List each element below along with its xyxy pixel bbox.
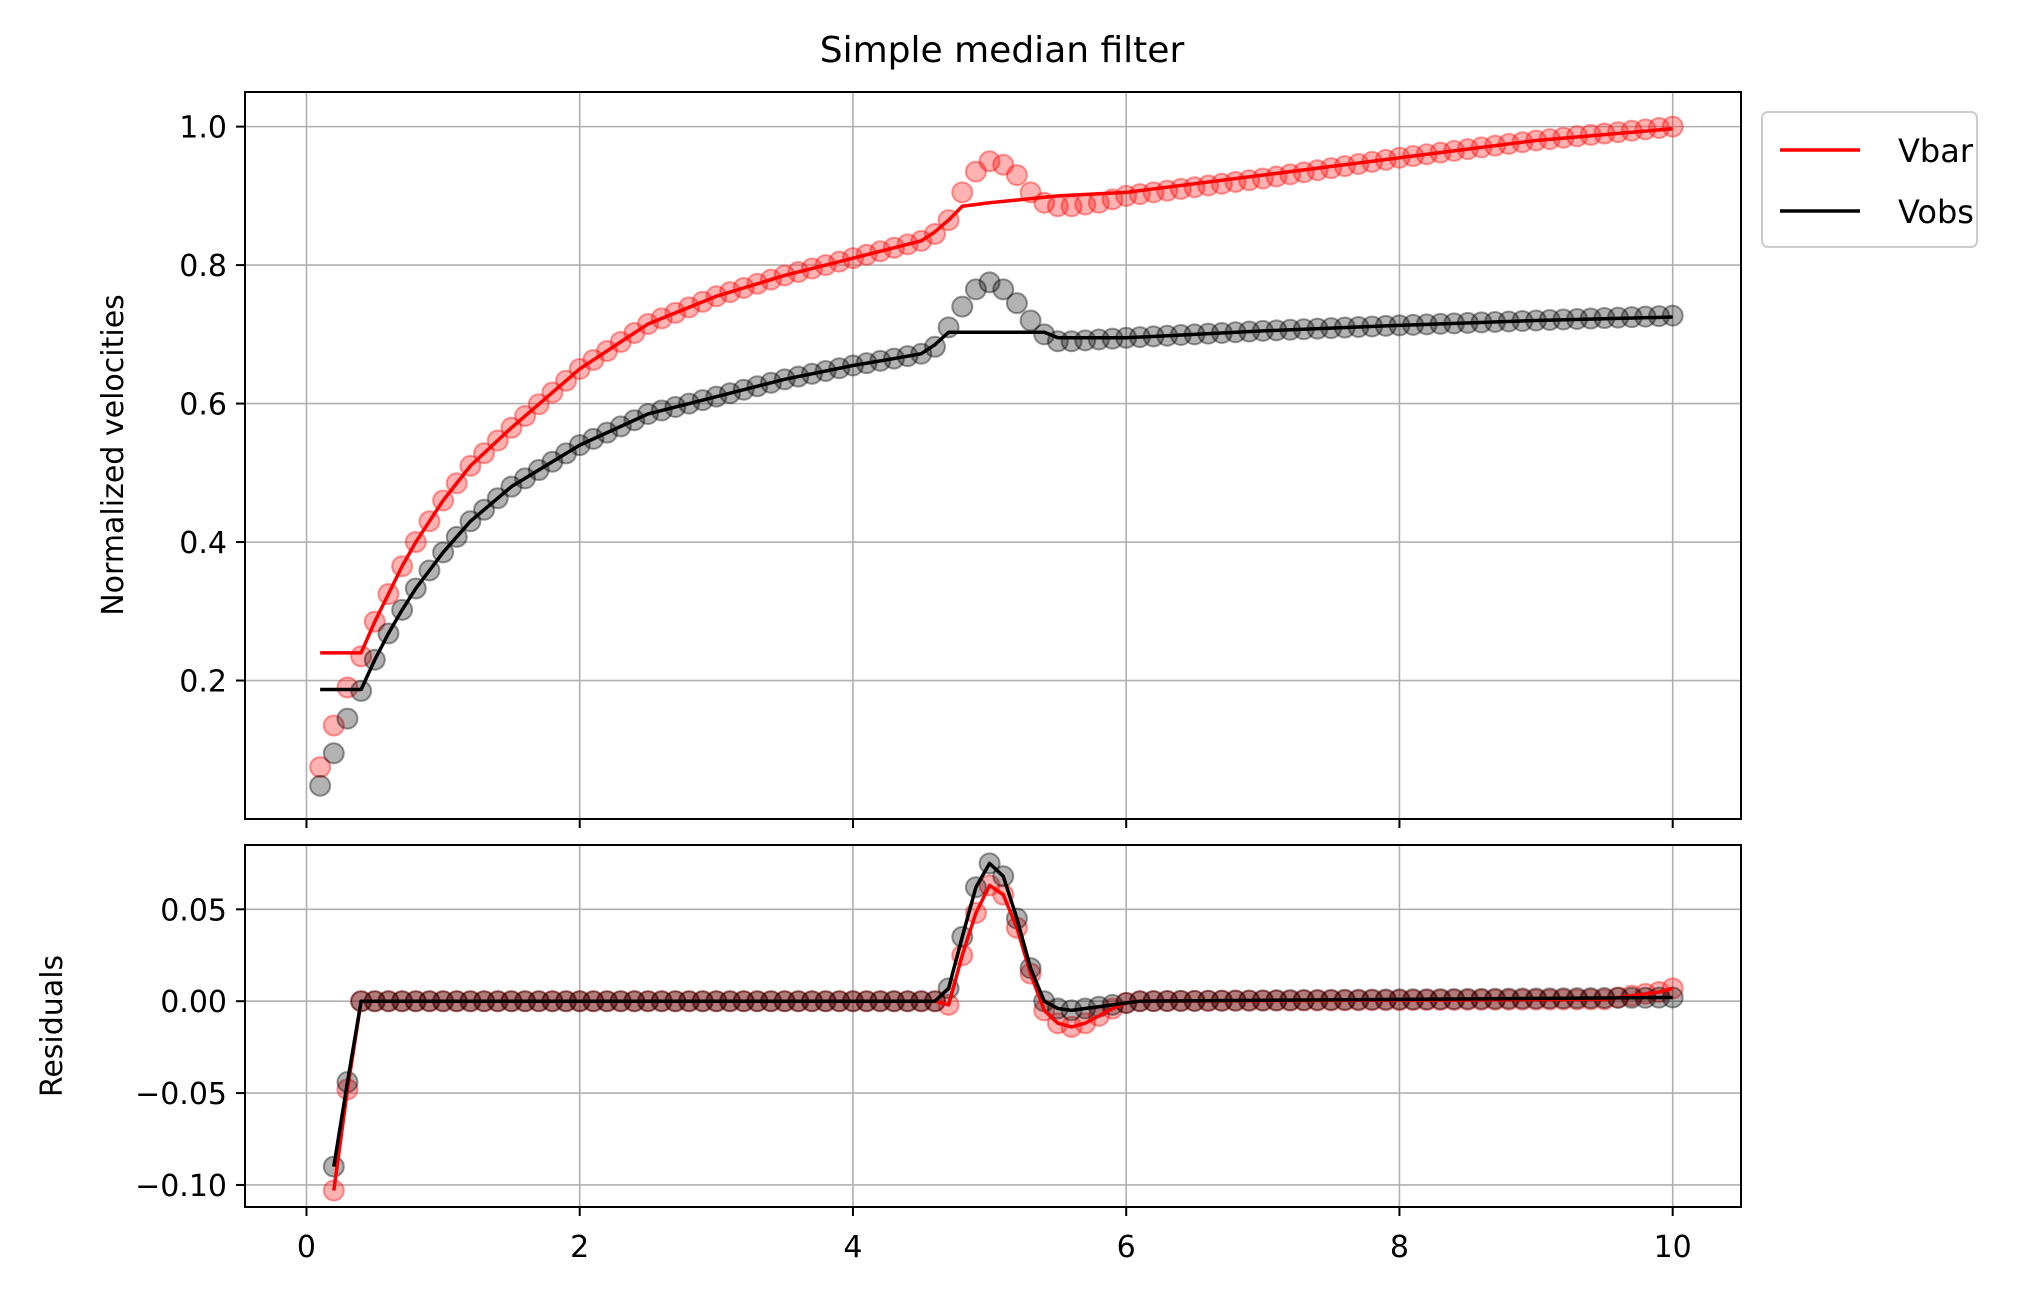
top-y-tick-label: 0.8 [179, 249, 227, 284]
legend-label-vbar: Vbar [1898, 132, 1974, 170]
top-ticks: 0.2 0.4 0.6 0.8 1.0 [179, 111, 1674, 828]
legend-box [1761, 111, 1978, 248]
data-point-vobs [992, 278, 1015, 301]
data-point-vbar [1661, 115, 1684, 138]
data-point-vobs [336, 707, 359, 730]
bottom-x-tick-label: 8 [1390, 1230, 1409, 1265]
top-plot-area [309, 115, 1684, 797]
data-point-vbar [309, 756, 332, 779]
data-point-vobs [1005, 292, 1028, 315]
bottom-series-line-vobs [332, 861, 1673, 1167]
bottom-y-tick-label: 0.05 [160, 893, 227, 928]
bottom-y-tick-label: 0.00 [160, 985, 227, 1020]
top-y-tick-label: 0.2 [179, 665, 227, 700]
top-axes-frame [244, 91, 1742, 820]
bottom-x-tick-label: 2 [570, 1230, 589, 1265]
data-point-vobs [951, 295, 974, 318]
data-point-vbar [336, 676, 359, 699]
top-y-tick-label: 0.6 [179, 388, 227, 423]
bottom-x-tick-label: 4 [843, 1230, 862, 1265]
data-point-vbar [951, 181, 974, 204]
data-point-vobs [978, 271, 1001, 294]
data-point-vobs [964, 278, 987, 301]
top-y-tick-label: 1.0 [179, 111, 227, 146]
data-point-vobs [1033, 323, 1056, 346]
top-y-axis-label: Normalized velocities [96, 294, 131, 616]
data-point-vbar [978, 150, 1001, 173]
data-point-vbar [1005, 164, 1028, 187]
data-point-vbar [964, 160, 987, 183]
bottom-axes-frame [244, 844, 1742, 1208]
bottom-series-vbar-points [322, 874, 1684, 1202]
data-point-vbar [322, 714, 345, 737]
top-y-tick-label: 0.4 [179, 526, 227, 561]
data-point-vobs [1019, 309, 1042, 332]
bottom-x-tick-label: 0 [297, 1230, 316, 1265]
top-grid [245, 92, 1741, 819]
bottom-x-tick-label: 6 [1117, 1230, 1136, 1265]
legend: Vbar Vobs [1761, 111, 1978, 248]
bottom-y-tick-label: −0.10 [135, 1169, 227, 1204]
legend-label-vobs: Vobs [1898, 193, 1974, 231]
bottom-plot-area [322, 852, 1684, 1202]
data-point-vobs [309, 774, 332, 797]
bottom-x-tick-label: 10 [1654, 1230, 1692, 1265]
bottom-ticks: 0 2 4 6 8 10 −0.10 −0.05 0.00 0.05 [135, 893, 1692, 1265]
data-point-vobs [1074, 329, 1097, 352]
top-series-line-vbar [320, 126, 1673, 655]
data-point-vbar [992, 153, 1015, 176]
bottom-y-axis-label: Residuals [35, 955, 70, 1097]
chart-title: Simple median filter [820, 30, 1185, 71]
top-series-line-vobs [320, 315, 1673, 692]
bottom-y-tick-label: −0.05 [135, 1077, 227, 1112]
data-point-vobs [322, 742, 345, 765]
